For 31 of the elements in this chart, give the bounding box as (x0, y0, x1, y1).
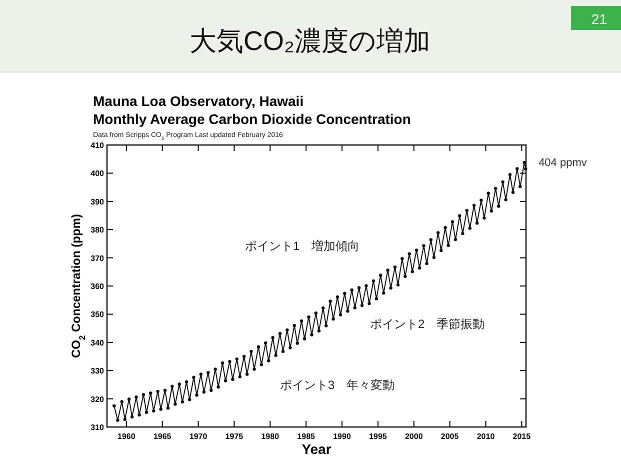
y-tick-label: 320 (90, 394, 105, 404)
chart-subtitle: Mauna Loa Observatory, Hawaii Monthly Average Carbon Dioxide Concentration (93, 93, 411, 127)
x-tick-label: 1965 (153, 432, 172, 441)
x-tick-label: 1980 (261, 432, 280, 441)
x-tick-label: 1970 (189, 432, 208, 441)
x-tick-label: 2000 (404, 432, 424, 441)
x-tick-label: 1995 (369, 432, 388, 441)
x-tick-label: 2010 (476, 432, 496, 441)
x-tick-label: 1975 (225, 432, 244, 441)
x-tick-label: 2005 (440, 432, 460, 441)
y-tick-label: 360 (90, 282, 105, 291)
text: 21 (591, 11, 608, 27)
x-tick-label: 1960 (118, 432, 136, 441)
y-tick-label: 310 (90, 423, 105, 432)
annotation: ポイント1 増加傾向 (245, 239, 360, 253)
y-tick-label: 330 (90, 366, 105, 376)
annotation: ポイント2 季節振動 (370, 317, 485, 331)
y-tick-label: 340 (90, 338, 105, 348)
y-tick-label: 350 (90, 310, 105, 320)
y-tick-label: 380 (90, 226, 105, 235)
y-tick-label: 410 (90, 141, 105, 150)
chart-title: 大気CO₂濃度の増加 (190, 26, 430, 56)
y-tick-label: 370 (90, 254, 105, 263)
y-tick-label: 400 (90, 169, 105, 178)
y-tick-label: 390 (90, 197, 105, 206)
annotation: 404 ppmv (538, 156, 588, 169)
x-axis-title: Year (302, 441, 332, 457)
x-tick-label: 1985 (297, 432, 316, 441)
x-tick-label: 1990 (333, 432, 352, 441)
x-tick-label: 2015 (512, 432, 532, 441)
annotation: ポイント3 年々変動 (280, 378, 395, 392)
